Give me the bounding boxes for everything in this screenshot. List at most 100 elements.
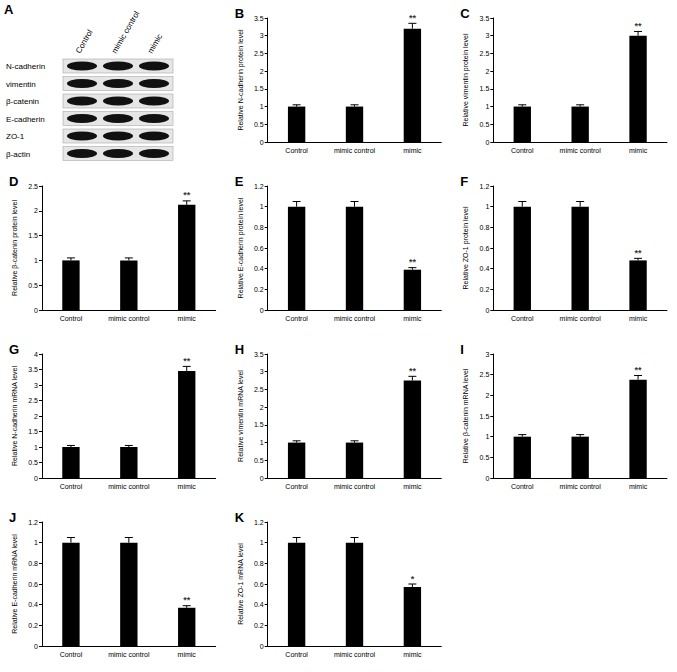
svg-text:mimic control: mimic control bbox=[560, 147, 602, 154]
svg-text:Relative ZO-1 protein level: Relative ZO-1 protein level bbox=[462, 206, 470, 289]
svg-text:β-catenin: β-catenin bbox=[6, 97, 39, 106]
svg-text:0.6: 0.6 bbox=[480, 245, 490, 252]
svg-text:H: H bbox=[235, 342, 244, 357]
svg-text:**: ** bbox=[183, 356, 191, 366]
svg-text:2.5: 2.5 bbox=[480, 371, 490, 378]
svg-text:3.5: 3.5 bbox=[480, 15, 490, 22]
svg-text:E: E bbox=[235, 174, 244, 189]
svg-text:1: 1 bbox=[260, 539, 264, 546]
svg-text:E-cadherin: E-cadherin bbox=[6, 115, 45, 124]
svg-text:3: 3 bbox=[485, 32, 489, 39]
svg-text:1.5: 1.5 bbox=[28, 232, 38, 239]
svg-text:Control: Control bbox=[74, 28, 95, 55]
svg-text:vimentin: vimentin bbox=[6, 80, 36, 89]
svg-text:1.5: 1.5 bbox=[480, 413, 490, 420]
svg-text:N-cadherin: N-cadherin bbox=[6, 62, 45, 71]
svg-text:Relative vimentin mRNA level: Relative vimentin mRNA level bbox=[237, 370, 244, 462]
svg-text:0.2: 0.2 bbox=[28, 622, 38, 629]
svg-text:mimic control: mimic control bbox=[110, 10, 141, 55]
svg-text:mimic: mimic bbox=[146, 32, 164, 55]
svg-text:**: ** bbox=[635, 248, 643, 258]
svg-text:Control: Control bbox=[285, 315, 308, 322]
svg-text:0.6: 0.6 bbox=[28, 581, 38, 588]
svg-text:2: 2 bbox=[485, 68, 489, 75]
svg-text:1: 1 bbox=[260, 203, 264, 210]
svg-text:1.2: 1.2 bbox=[480, 183, 490, 190]
svg-text:3.5: 3.5 bbox=[254, 15, 264, 22]
svg-text:mimic control: mimic control bbox=[560, 483, 602, 490]
svg-text:mimic control: mimic control bbox=[108, 651, 150, 658]
svg-text:1.2: 1.2 bbox=[254, 183, 264, 190]
svg-text:0.8: 0.8 bbox=[254, 560, 264, 567]
svg-text:0.5: 0.5 bbox=[254, 121, 264, 128]
svg-text:3: 3 bbox=[34, 382, 38, 389]
svg-text:1.5: 1.5 bbox=[254, 85, 264, 92]
svg-text:**: ** bbox=[183, 190, 191, 200]
svg-text:B: B bbox=[235, 6, 244, 21]
svg-text:F: F bbox=[460, 174, 468, 189]
svg-text:0.2: 0.2 bbox=[480, 286, 490, 293]
svg-text:mimic: mimic bbox=[178, 483, 197, 490]
svg-text:0: 0 bbox=[485, 307, 489, 314]
svg-text:1.5: 1.5 bbox=[480, 85, 490, 92]
svg-text:Relative E-cadherin mRNA level: Relative E-cadherin mRNA level bbox=[11, 534, 18, 634]
svg-text:0.8: 0.8 bbox=[254, 224, 264, 231]
svg-text:4: 4 bbox=[34, 351, 38, 358]
svg-text:0.4: 0.4 bbox=[254, 601, 264, 608]
svg-text:0.6: 0.6 bbox=[254, 245, 264, 252]
svg-text:**: ** bbox=[183, 595, 191, 605]
svg-text:J: J bbox=[9, 510, 16, 525]
svg-text:Control: Control bbox=[60, 651, 83, 658]
svg-text:mimic: mimic bbox=[403, 315, 422, 322]
svg-text:2: 2 bbox=[260, 404, 264, 411]
svg-text:mimic control: mimic control bbox=[334, 651, 376, 658]
svg-text:mimic: mimic bbox=[629, 483, 648, 490]
svg-text:Relative E-cadherin protein le: Relative E-cadherin protein level bbox=[237, 197, 245, 298]
svg-text:A: A bbox=[4, 2, 14, 17]
svg-text:0: 0 bbox=[260, 307, 264, 314]
svg-text:1.5: 1.5 bbox=[28, 428, 38, 435]
svg-text:0: 0 bbox=[260, 643, 264, 650]
svg-text:**: ** bbox=[409, 13, 417, 23]
svg-text:Control: Control bbox=[511, 147, 534, 154]
svg-text:0.5: 0.5 bbox=[28, 459, 38, 466]
svg-text:1: 1 bbox=[260, 103, 264, 110]
svg-text:mimic: mimic bbox=[629, 315, 648, 322]
svg-text:1: 1 bbox=[34, 539, 38, 546]
svg-text:**: ** bbox=[409, 366, 417, 376]
svg-text:1.5: 1.5 bbox=[254, 421, 264, 428]
svg-text:D: D bbox=[9, 174, 18, 189]
svg-text:3: 3 bbox=[260, 32, 264, 39]
svg-text:3.5: 3.5 bbox=[254, 351, 264, 358]
svg-text:2: 2 bbox=[34, 207, 38, 214]
svg-text:Control: Control bbox=[511, 483, 534, 490]
svg-text:0: 0 bbox=[34, 475, 38, 482]
svg-text:2: 2 bbox=[485, 392, 489, 399]
svg-text:Control: Control bbox=[285, 651, 308, 658]
svg-text:0: 0 bbox=[34, 643, 38, 650]
svg-text:mimic control: mimic control bbox=[108, 483, 150, 490]
svg-text:0.5: 0.5 bbox=[254, 457, 264, 464]
svg-text:0.4: 0.4 bbox=[254, 265, 264, 272]
svg-text:mimic control: mimic control bbox=[560, 315, 602, 322]
svg-text:K: K bbox=[235, 510, 245, 525]
svg-text:mimic: mimic bbox=[403, 147, 422, 154]
svg-text:Relative N-cadherin protein le: Relative N-cadherin protein level bbox=[237, 29, 245, 131]
svg-text:1.2: 1.2 bbox=[28, 519, 38, 526]
svg-text:1: 1 bbox=[485, 103, 489, 110]
svg-text:1: 1 bbox=[260, 439, 264, 446]
svg-text:mimic: mimic bbox=[629, 147, 648, 154]
svg-text:mimic control: mimic control bbox=[334, 147, 376, 154]
svg-text:3: 3 bbox=[485, 351, 489, 358]
svg-text:Control: Control bbox=[60, 483, 83, 490]
svg-text:Control: Control bbox=[285, 147, 308, 154]
svg-text:0.5: 0.5 bbox=[480, 454, 490, 461]
svg-text:Control: Control bbox=[285, 483, 308, 490]
svg-text:2: 2 bbox=[260, 68, 264, 75]
svg-text:0.4: 0.4 bbox=[28, 601, 38, 608]
svg-text:**: ** bbox=[635, 365, 643, 375]
svg-text:1: 1 bbox=[34, 257, 38, 264]
svg-text:0.5: 0.5 bbox=[28, 282, 38, 289]
svg-text:0: 0 bbox=[34, 307, 38, 314]
svg-text:ZO-1: ZO-1 bbox=[6, 132, 25, 141]
